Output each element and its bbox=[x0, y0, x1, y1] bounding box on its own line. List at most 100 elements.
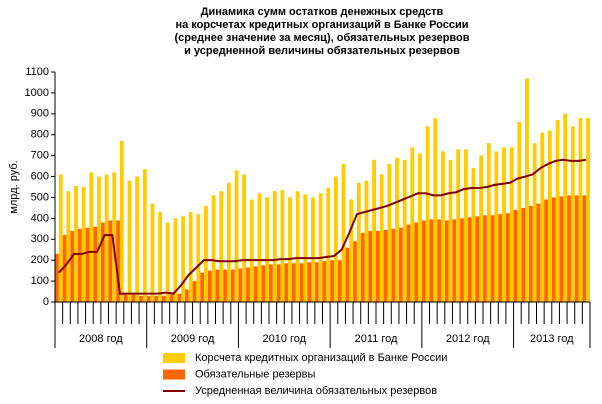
bar bbox=[291, 263, 296, 302]
bar bbox=[528, 205, 533, 302]
bar bbox=[448, 159, 453, 302]
bar bbox=[567, 195, 571, 302]
bar bbox=[249, 199, 254, 302]
y-tick-label: 900 bbox=[31, 108, 49, 120]
bar bbox=[188, 212, 193, 302]
x-tick-label: 2008 год bbox=[79, 333, 123, 345]
bar bbox=[547, 130, 552, 302]
bar bbox=[517, 122, 522, 302]
bar bbox=[368, 230, 373, 302]
bar bbox=[467, 217, 472, 302]
bar bbox=[471, 168, 476, 302]
bar bbox=[139, 295, 143, 302]
bar bbox=[207, 270, 212, 302]
bar bbox=[337, 260, 342, 302]
bar bbox=[311, 197, 315, 302]
bar bbox=[66, 191, 71, 302]
bar bbox=[540, 132, 545, 302]
bar bbox=[150, 203, 155, 302]
bar bbox=[421, 220, 426, 302]
bar bbox=[135, 176, 140, 302]
bar bbox=[184, 289, 189, 302]
bar bbox=[288, 197, 292, 302]
bar bbox=[544, 199, 548, 302]
bar bbox=[479, 155, 483, 302]
bar bbox=[230, 269, 235, 302]
bar bbox=[162, 295, 166, 302]
bar bbox=[272, 191, 277, 302]
bar bbox=[165, 222, 170, 302]
bar bbox=[460, 218, 464, 302]
bar bbox=[192, 281, 197, 302]
bar bbox=[196, 214, 201, 302]
bar bbox=[177, 293, 182, 302]
bar bbox=[173, 218, 178, 302]
bar bbox=[574, 195, 579, 302]
bar bbox=[131, 294, 136, 302]
bar bbox=[502, 147, 506, 302]
bar bbox=[372, 159, 376, 302]
x-tick-label: 2011 год bbox=[355, 333, 398, 345]
bar bbox=[269, 264, 273, 302]
bar bbox=[452, 219, 457, 302]
bar bbox=[108, 220, 113, 302]
y-tick-label: 0 bbox=[43, 296, 49, 308]
x-tick-label: 2009 год bbox=[171, 333, 215, 345]
bar bbox=[219, 191, 224, 302]
bar bbox=[204, 205, 208, 302]
bar bbox=[223, 269, 227, 302]
bar bbox=[486, 143, 491, 302]
bar bbox=[200, 272, 205, 302]
bar bbox=[261, 265, 266, 302]
bar bbox=[234, 170, 239, 302]
bar bbox=[238, 268, 243, 302]
bar bbox=[456, 149, 461, 302]
bar bbox=[119, 141, 124, 302]
bar bbox=[349, 199, 354, 302]
bar bbox=[437, 219, 441, 302]
bar bbox=[322, 261, 327, 302]
legend-swatch bbox=[163, 369, 185, 380]
bar bbox=[303, 194, 308, 302]
y-tick-label: 1100 bbox=[25, 66, 49, 78]
y-tick-label: 200 bbox=[31, 254, 49, 266]
bar bbox=[146, 295, 151, 302]
bar bbox=[444, 220, 449, 302]
bar bbox=[89, 172, 94, 302]
legend-label: Усредненная величина обязательных резерв… bbox=[195, 385, 437, 397]
x-tick-label: 2010 год bbox=[262, 333, 306, 345]
bar bbox=[142, 169, 147, 302]
bar bbox=[104, 174, 109, 302]
bar bbox=[123, 293, 128, 302]
bar bbox=[586, 118, 590, 302]
bar bbox=[158, 212, 162, 302]
bar bbox=[326, 188, 331, 302]
bar bbox=[253, 266, 258, 302]
bar bbox=[116, 220, 120, 302]
bar bbox=[246, 267, 250, 302]
bar bbox=[314, 262, 319, 302]
bar bbox=[280, 190, 285, 302]
y-tick-label: 500 bbox=[31, 191, 49, 203]
bar bbox=[265, 197, 269, 302]
bar bbox=[376, 230, 380, 302]
bar bbox=[391, 228, 396, 302]
chart-title: (среднее значение за месяц), обязательны… bbox=[174, 32, 469, 44]
bar bbox=[345, 247, 350, 302]
bar bbox=[333, 176, 338, 302]
legend-label: Корсчета кредитных организаций в Банке Р… bbox=[195, 352, 447, 364]
bar bbox=[521, 207, 526, 302]
bar bbox=[429, 219, 434, 302]
bar bbox=[112, 172, 117, 302]
bar bbox=[58, 174, 63, 302]
bar bbox=[582, 195, 587, 302]
chart-title: Динамика сумм остатков денежных средств bbox=[201, 6, 444, 18]
bar bbox=[555, 120, 560, 302]
bar bbox=[284, 263, 289, 302]
bar bbox=[379, 174, 384, 302]
bar bbox=[360, 233, 365, 302]
bar bbox=[532, 143, 537, 302]
bar bbox=[100, 222, 105, 302]
bar bbox=[463, 149, 468, 302]
bar bbox=[440, 151, 445, 302]
